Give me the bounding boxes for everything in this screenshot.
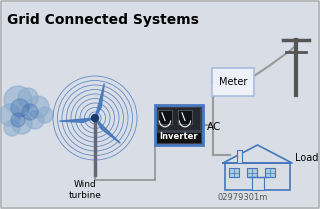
FancyBboxPatch shape bbox=[178, 110, 192, 124]
Text: Load: Load bbox=[295, 153, 318, 163]
FancyBboxPatch shape bbox=[247, 168, 257, 177]
Circle shape bbox=[27, 96, 49, 118]
Circle shape bbox=[11, 113, 25, 127]
Text: Grid Connected Systems: Grid Connected Systems bbox=[7, 13, 199, 27]
FancyBboxPatch shape bbox=[155, 105, 203, 145]
Circle shape bbox=[22, 104, 38, 120]
Circle shape bbox=[26, 111, 44, 129]
Circle shape bbox=[0, 104, 21, 126]
Text: Wind
turbine: Wind turbine bbox=[68, 180, 101, 200]
FancyBboxPatch shape bbox=[265, 168, 275, 177]
Polygon shape bbox=[223, 145, 292, 163]
Polygon shape bbox=[95, 118, 120, 143]
Circle shape bbox=[11, 99, 29, 117]
Text: Inverter: Inverter bbox=[160, 132, 198, 141]
FancyBboxPatch shape bbox=[252, 177, 263, 190]
FancyBboxPatch shape bbox=[158, 108, 200, 130]
Circle shape bbox=[18, 88, 38, 108]
Text: AC: AC bbox=[207, 122, 221, 132]
Text: Meter: Meter bbox=[219, 77, 247, 87]
FancyBboxPatch shape bbox=[157, 133, 201, 143]
Circle shape bbox=[37, 107, 53, 123]
Circle shape bbox=[4, 120, 20, 136]
Text: 02979301m: 02979301m bbox=[218, 193, 268, 202]
FancyBboxPatch shape bbox=[237, 150, 242, 163]
Circle shape bbox=[4, 86, 32, 114]
FancyBboxPatch shape bbox=[158, 110, 172, 124]
Polygon shape bbox=[60, 118, 95, 122]
Circle shape bbox=[92, 115, 99, 121]
FancyBboxPatch shape bbox=[229, 168, 239, 177]
Circle shape bbox=[12, 114, 32, 134]
Polygon shape bbox=[95, 84, 104, 118]
FancyBboxPatch shape bbox=[212, 68, 254, 96]
FancyBboxPatch shape bbox=[225, 163, 290, 190]
